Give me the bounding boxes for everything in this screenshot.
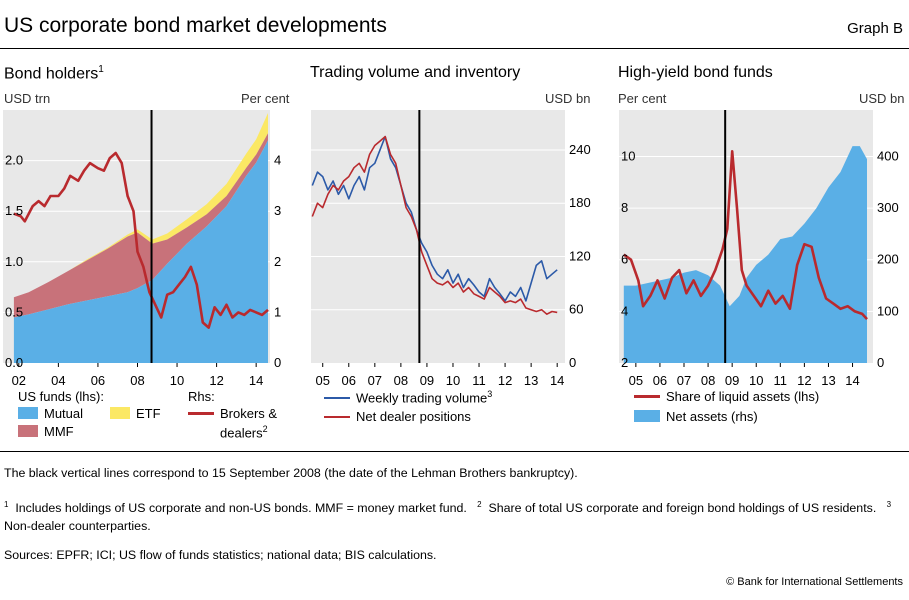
panel1-x-tick-label: 08 (130, 373, 144, 388)
net-assets-swatch (634, 410, 660, 422)
panel2-x-tick-label: 13 (524, 373, 538, 388)
graph-label: Graph B (847, 20, 903, 37)
mmf-area (13, 133, 269, 318)
panel1-y-right-label: 1 (274, 304, 281, 319)
etf-swatch (110, 407, 130, 419)
panel1-y-left-label: 1.5 (5, 203, 23, 218)
panel1-x-tick-label: 10 (170, 373, 184, 388)
panel3-left-unit: Per cent (618, 91, 667, 106)
panel1-y-left-label: 0.0 (5, 355, 23, 370)
panel1-left-unit: USD trn (4, 91, 51, 106)
brokers-line (13, 151, 269, 329)
panel3-x-tick-label: 05 (629, 373, 643, 388)
legend-group-label: US funds (lhs): (18, 389, 104, 404)
legend-item-net-assets: Net assets (rhs) (634, 409, 758, 424)
panel1-y-right-label: 0 (274, 355, 281, 370)
panel3-y-right-label: 0 (877, 355, 884, 370)
mutual-swatch (18, 407, 38, 419)
panel3-right-unit: USD bn (859, 91, 905, 106)
dealer-line (311, 135, 558, 315)
panel3-title: High-yield bond funds (618, 64, 773, 81)
panel2-x-tick-label: 09 (420, 373, 434, 388)
legend-item-brokers: Brokers & (188, 406, 277, 421)
panel2-right-unit: USD bn (545, 91, 591, 106)
panel2-y-right-label: 120 (569, 248, 591, 263)
panel3-x-tick-label: 08 (701, 373, 715, 388)
notes-rule (0, 451, 909, 452)
liquid-swatch (634, 395, 660, 398)
panel3-x-tick-label: 14 (845, 373, 859, 388)
legend-item-dealer: Net dealer positions (324, 409, 471, 424)
panel1-x-tick-label: 06 (91, 373, 105, 388)
panel3-x-tick-label: 09 (725, 373, 739, 388)
mutual-area (13, 140, 269, 363)
panel3-y-left-label: 8 (621, 200, 628, 215)
legend-item-etf: ETF (110, 406, 161, 421)
legend-item-brokers-2: dealers2 (220, 424, 268, 441)
legend-rhs-label: Rhs: (188, 389, 215, 404)
net-assets-area (623, 146, 867, 363)
panel3-y-left-label: 4 (621, 303, 628, 318)
legend-item-volume: Weekly trading volume3 (324, 389, 492, 405)
volume-swatch (324, 397, 350, 400)
panel3-x-tick-label: 12 (797, 373, 811, 388)
panel1-x-tick-label: 04 (51, 373, 65, 388)
panel2-x-tick-label: 05 (315, 373, 329, 388)
panel1-y-left-label: 0.5 (5, 304, 23, 319)
panel2-title: Trading volume and inventory (310, 64, 521, 81)
panel3-y-left-label: 10 (621, 148, 635, 163)
panel3-x-tick-label: 06 (653, 373, 667, 388)
legend-item-mutual: Mutual (18, 406, 83, 421)
panel3-y-right-label: 400 (877, 148, 899, 163)
panel2-x-tick-label: 14 (550, 373, 564, 388)
panel2-x-tick-label: 06 (342, 373, 356, 388)
panel1-y-left-label: 2.0 (5, 153, 23, 168)
liquid-assets-line (623, 150, 868, 320)
panel3-x-tick-label: 11 (774, 373, 788, 388)
panel1-y-right-label: 2 (274, 254, 281, 269)
panel3-y-right-label: 300 (877, 200, 899, 215)
vline-note: The black vertical lines correspond to 1… (4, 466, 578, 480)
panel1-x-tick-label: 02 (12, 373, 26, 388)
panel2-y-right-label: 180 (569, 195, 591, 210)
dealer-swatch (324, 416, 350, 418)
panel3-x-tick-label: 07 (677, 373, 691, 388)
panel1-x-tick-label: 14 (249, 373, 263, 388)
panel1-title: Bond holders1 (4, 64, 104, 83)
panel2-x-tick-label: 08 (394, 373, 408, 388)
panel1-y-right-label: 4 (274, 153, 281, 168)
top-rule (0, 48, 909, 49)
panel2-y-right-label: 240 (569, 142, 591, 157)
panel3-y-right-label: 200 (877, 252, 899, 267)
panel2-x-tick-label: 10 (446, 373, 460, 388)
brokers-swatch (188, 412, 214, 415)
panel2-x-tick-label: 11 (472, 373, 486, 388)
panel2-y-right-label: 60 (569, 302, 583, 317)
panel3-x-tick-label: 13 (821, 373, 835, 388)
sources: Sources: EPFR; ICI; US flow of funds sta… (4, 548, 437, 562)
panel2-y-right-label: 0 (569, 355, 576, 370)
panel1-right-unit: Per cent (241, 91, 290, 106)
footnotes: 1 Includes holdings of US corporate and … (4, 500, 892, 534)
panel2-x-tick-label: 07 (368, 373, 382, 388)
panel3-y-right-label: 100 (877, 303, 899, 318)
copyright: © Bank for International Settlements (726, 576, 903, 588)
panel1-x-tick-label: 12 (209, 373, 223, 388)
panel3-y-left-label: 2 (621, 355, 628, 370)
panel1-y-left-label: 1.0 (5, 254, 23, 269)
volume-line (311, 135, 558, 302)
legend-item-liquid: Share of liquid assets (lhs) (634, 389, 819, 404)
panel1-y-right-label: 3 (274, 203, 281, 218)
panel2-plot-bg (311, 110, 565, 363)
panel3-y-left-label: 6 (621, 252, 628, 267)
figure-title: US corporate bond market developments (4, 14, 387, 37)
panel2-x-tick-label: 12 (498, 373, 512, 388)
panel3-x-tick-label: 10 (749, 373, 763, 388)
legend-item-mmf: MMF (18, 424, 74, 439)
mmf-swatch (18, 425, 38, 437)
